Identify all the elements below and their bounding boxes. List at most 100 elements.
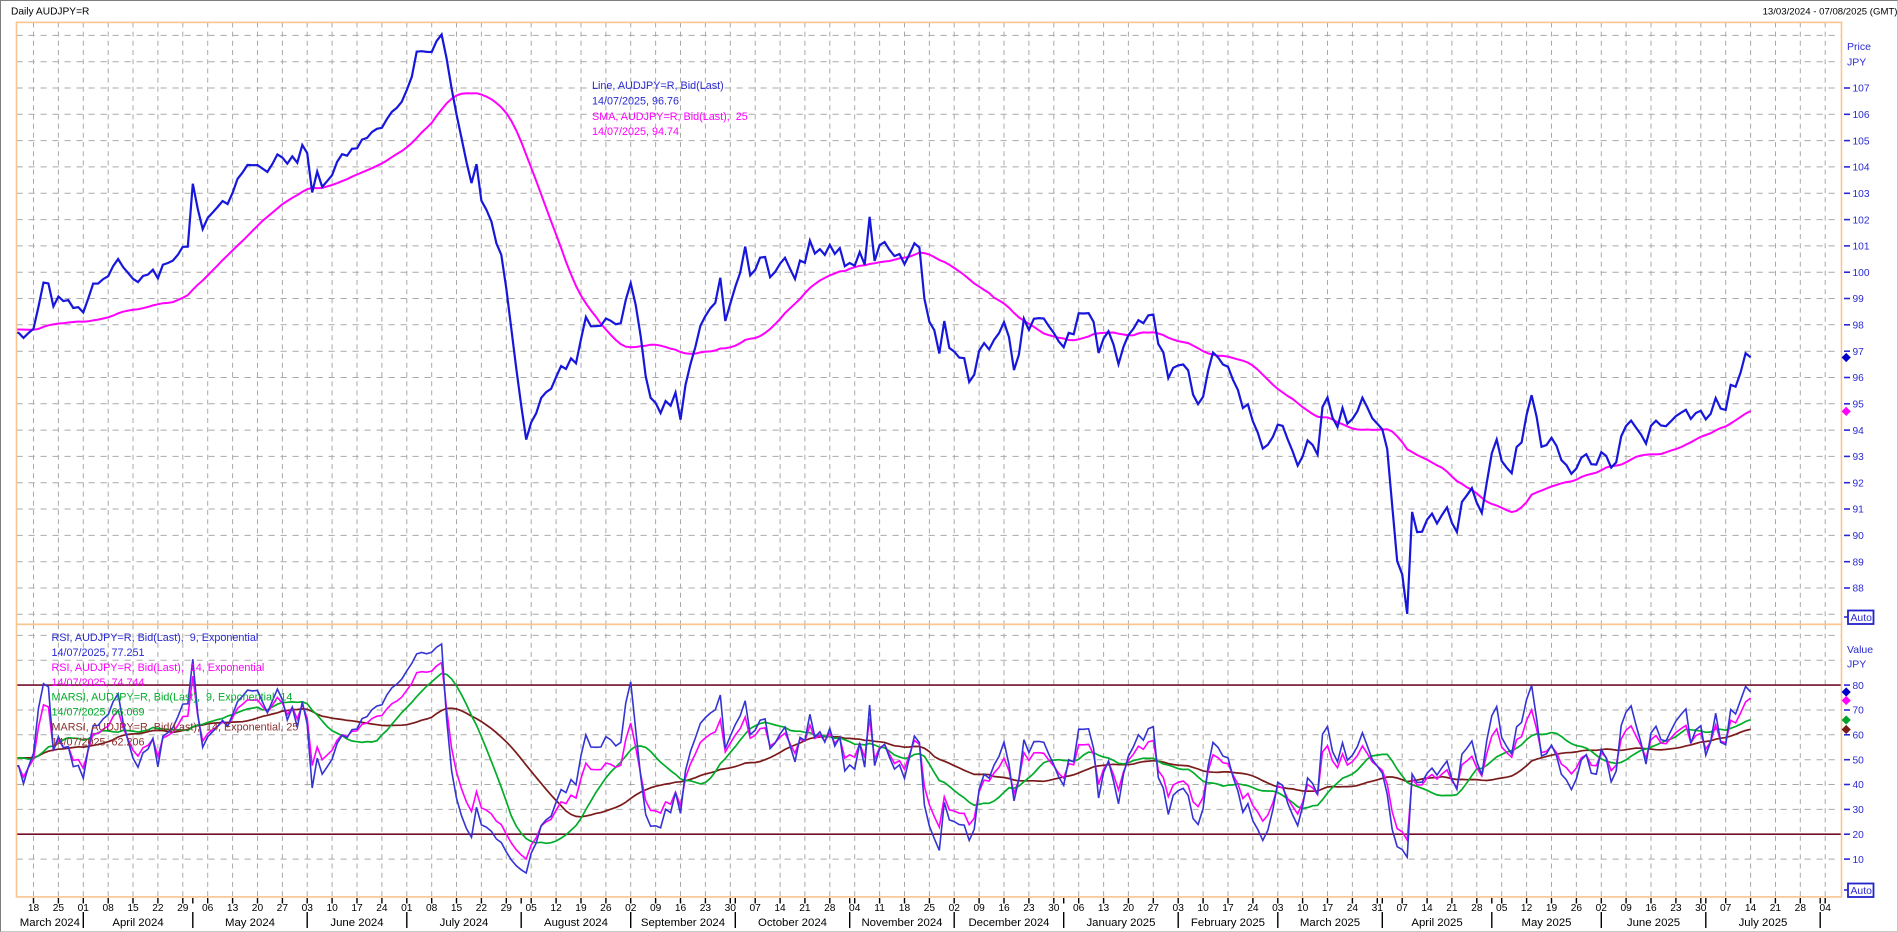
svg-text:60: 60	[1853, 731, 1865, 742]
svg-text:29: 29	[177, 903, 189, 914]
svg-text:MARSI, AUDJPY=R, Bid(Last), 9: MARSI, AUDJPY=R, Bid(Last), 9, Exponenti…	[52, 692, 293, 704]
svg-text:March 2024: March 2024	[20, 917, 80, 929]
svg-text:24: 24	[376, 903, 388, 914]
svg-text:MARSI, AUDJPY=R, Bid(Last), 1: MARSI, AUDJPY=R, Bid(Last), 14, Exponent…	[52, 722, 299, 734]
svg-text:96: 96	[1853, 373, 1865, 384]
svg-text:14/07/2025, 66.069: 14/07/2025, 66.069	[52, 707, 145, 719]
svg-text:25: 25	[924, 903, 936, 914]
svg-text:100: 100	[1853, 268, 1870, 279]
svg-text:105: 105	[1853, 136, 1870, 147]
svg-text:June 2024: June 2024	[330, 917, 383, 929]
svg-text:28: 28	[824, 903, 836, 914]
svg-text:Daily AUDJPY=R: Daily AUDJPY=R	[11, 6, 89, 17]
svg-text:18: 18	[28, 903, 40, 914]
svg-text:June 2025: June 2025	[1627, 917, 1680, 929]
svg-text:14: 14	[1421, 903, 1433, 914]
svg-text:16: 16	[675, 903, 687, 914]
svg-text:12: 12	[550, 903, 562, 914]
svg-text:14/07/2025, 74.744: 14/07/2025, 74.744	[52, 677, 145, 689]
svg-text:102: 102	[1853, 215, 1870, 226]
svg-text:22: 22	[476, 903, 488, 914]
svg-text:14: 14	[774, 903, 786, 914]
svg-text:07: 07	[1397, 903, 1409, 914]
svg-text:21: 21	[1770, 903, 1782, 914]
svg-text:106: 106	[1853, 110, 1870, 121]
svg-text:13/03/2024 - 07/08/2025 (GMT): 13/03/2024 - 07/08/2025 (GMT)	[1763, 6, 1898, 17]
svg-text:03: 03	[1272, 903, 1284, 914]
svg-text:November 2024: November 2024	[861, 917, 942, 929]
svg-text:10: 10	[1197, 903, 1209, 914]
svg-text:30: 30	[725, 903, 737, 914]
svg-text:21: 21	[799, 903, 811, 914]
svg-text:14/07/2025, 94.74: 14/07/2025, 94.74	[592, 126, 679, 138]
svg-text:14: 14	[1745, 903, 1757, 914]
svg-text:90: 90	[1853, 531, 1865, 542]
svg-text:17: 17	[1222, 903, 1234, 914]
svg-text:July 2024: July 2024	[440, 917, 489, 929]
svg-text:Auto: Auto	[1851, 886, 1873, 897]
svg-text:30: 30	[1048, 903, 1060, 914]
svg-text:January 2025: January 2025	[1086, 917, 1155, 929]
svg-text:101: 101	[1853, 242, 1870, 253]
svg-text:September 2024: September 2024	[641, 917, 725, 929]
svg-text:JPY: JPY	[1847, 57, 1866, 69]
svg-text:99: 99	[1853, 294, 1865, 305]
svg-text:20: 20	[1123, 903, 1135, 914]
svg-text:107: 107	[1853, 84, 1870, 95]
svg-text:April 2024: April 2024	[112, 917, 163, 929]
svg-text:95: 95	[1853, 399, 1865, 410]
svg-text:93: 93	[1853, 452, 1865, 463]
svg-text:13: 13	[1098, 903, 1110, 914]
svg-text:14/07/2025, 62.206: 14/07/2025, 62.206	[52, 736, 145, 748]
svg-text:91: 91	[1853, 505, 1865, 516]
svg-text:06: 06	[202, 903, 214, 914]
svg-text:15: 15	[127, 903, 139, 914]
svg-text:RSI, AUDJPY=R, Bid(Last), 9,: RSI, AUDJPY=R, Bid(Last), 9, Exponential	[52, 632, 259, 644]
svg-text:27: 27	[1148, 903, 1160, 914]
svg-text:104: 104	[1853, 163, 1870, 174]
svg-text:25: 25	[53, 903, 65, 914]
svg-text:24: 24	[1347, 903, 1359, 914]
svg-text:28: 28	[1471, 903, 1483, 914]
svg-text:16: 16	[998, 903, 1010, 914]
svg-text:19: 19	[1546, 903, 1558, 914]
svg-text:Value: Value	[1847, 644, 1873, 656]
svg-text:03: 03	[1173, 903, 1185, 914]
svg-text:26: 26	[1571, 903, 1583, 914]
svg-text:18: 18	[899, 903, 911, 914]
svg-text:16: 16	[1645, 903, 1657, 914]
svg-text:28: 28	[1795, 903, 1807, 914]
svg-text:09: 09	[650, 903, 662, 914]
svg-text:19: 19	[575, 903, 587, 914]
svg-text:05: 05	[526, 903, 538, 914]
svg-text:20: 20	[252, 903, 264, 914]
svg-text:50: 50	[1853, 755, 1865, 766]
svg-text:17: 17	[351, 903, 363, 914]
svg-text:13: 13	[227, 903, 239, 914]
svg-text:40: 40	[1853, 780, 1865, 791]
svg-text:89: 89	[1853, 557, 1865, 568]
svg-text:05: 05	[1496, 903, 1508, 914]
svg-text:20: 20	[1853, 830, 1865, 841]
svg-text:August 2024: August 2024	[544, 917, 608, 929]
svg-text:04: 04	[1820, 903, 1832, 914]
svg-text:10: 10	[326, 903, 338, 914]
svg-text:103: 103	[1853, 189, 1870, 200]
svg-text:97: 97	[1853, 347, 1865, 358]
svg-text:14/07/2025, 77.251: 14/07/2025, 77.251	[52, 647, 145, 659]
svg-text:29: 29	[501, 903, 513, 914]
svg-text:SMA, AUDJPY=R, Bid(Last), 25: SMA, AUDJPY=R, Bid(Last), 25	[592, 111, 748, 123]
svg-text:26: 26	[600, 903, 612, 914]
svg-text:92: 92	[1853, 478, 1865, 489]
svg-text:23: 23	[1023, 903, 1035, 914]
svg-text:24: 24	[1247, 903, 1259, 914]
svg-text:01: 01	[78, 903, 90, 914]
svg-text:April 2025: April 2025	[1411, 917, 1462, 929]
svg-text:December 2024: December 2024	[968, 917, 1049, 929]
svg-text:23: 23	[1670, 903, 1682, 914]
svg-text:09: 09	[1620, 903, 1632, 914]
svg-text:02: 02	[1596, 903, 1608, 914]
svg-text:14/07/2025, 96.76: 14/07/2025, 96.76	[592, 96, 679, 108]
svg-text:98: 98	[1853, 321, 1865, 332]
svg-text:JPY: JPY	[1847, 659, 1866, 671]
